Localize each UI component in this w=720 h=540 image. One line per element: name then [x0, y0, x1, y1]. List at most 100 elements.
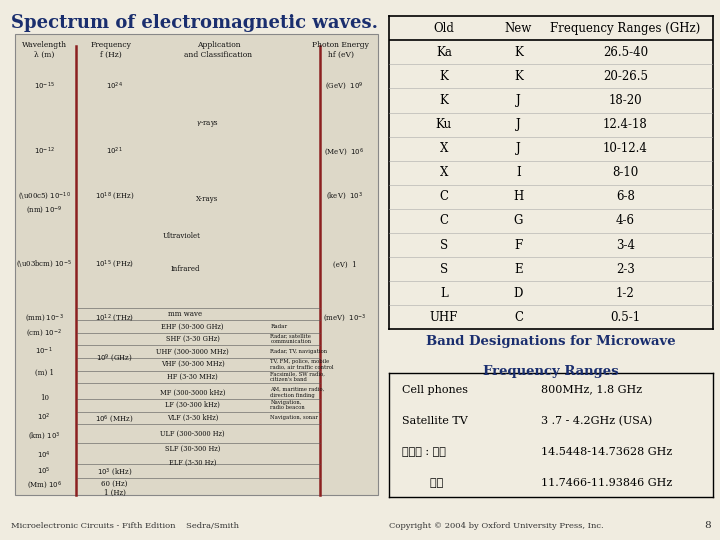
Text: New: New [505, 22, 532, 35]
Text: L: L [440, 287, 448, 300]
Text: TV, FM, police, mobile
radio, air traffic control: TV, FM, police, mobile radio, air traffi… [271, 359, 334, 369]
Text: VLF (3-30 kHz): VLF (3-30 kHz) [167, 414, 218, 422]
Text: Satellite TV: Satellite TV [402, 416, 467, 426]
Text: J: J [516, 94, 521, 107]
Text: Frequency
f (Hz): Frequency f (Hz) [91, 42, 131, 59]
Text: mm wave: mm wave [168, 310, 202, 318]
Text: 1-2: 1-2 [616, 287, 635, 300]
Text: AM, maritime radio,
direction finding: AM, maritime radio, direction finding [271, 387, 325, 398]
Text: $10^{18}$ (EHz): $10^{18}$ (EHz) [95, 191, 135, 202]
Text: Microelectronic Circuits - Fifth Edition    Sedra/Smith: Microelectronic Circuits - Fifth Edition… [11, 522, 239, 530]
Text: $10^5$: $10^5$ [37, 465, 51, 477]
Text: 10-12.4: 10-12.4 [603, 142, 648, 155]
Text: 800MHz, 1.8 GHz: 800MHz, 1.8 GHz [541, 384, 642, 395]
Text: S: S [440, 262, 448, 275]
Text: C: C [439, 214, 449, 227]
Text: 3 .7 - 4.2GHz (USA): 3 .7 - 4.2GHz (USA) [541, 416, 652, 426]
Text: ELF (3-30 Hz): ELF (3-30 Hz) [168, 459, 216, 467]
Text: Photon Energy
hf (eV): Photon Energy hf (eV) [312, 42, 369, 59]
Text: (Mm) $10^6$: (Mm) $10^6$ [27, 480, 62, 491]
Text: Frequency Ranges: Frequency Ranges [483, 364, 618, 377]
Text: Ku: Ku [436, 118, 452, 131]
Text: UHF (300-3000 MHz): UHF (300-3000 MHz) [156, 348, 229, 355]
Text: (keV)  $10^3$: (keV) $10^3$ [326, 191, 363, 202]
Text: MF (300-3000 kHz): MF (300-3000 kHz) [160, 388, 225, 396]
Text: ULF (300-3000 Hz): ULF (300-3000 Hz) [160, 430, 225, 438]
Text: Band Designations for Microwave: Band Designations for Microwave [426, 335, 675, 348]
Text: (\u03bcm) $10^{-5}$: (\u03bcm) $10^{-5}$ [16, 259, 72, 271]
Text: $10^4$: $10^4$ [37, 449, 51, 461]
Text: S: S [440, 239, 448, 252]
Text: Facsimile, SW radio,
citizen's band: Facsimile, SW radio, citizen's band [271, 372, 325, 382]
Text: 4-6: 4-6 [616, 214, 635, 227]
Text: (cm) $10^{-2}$: (cm) $10^{-2}$ [26, 327, 62, 339]
Text: 8-10: 8-10 [612, 166, 639, 179]
Text: 10: 10 [40, 395, 49, 402]
Text: C: C [439, 191, 449, 204]
Text: Ka: Ka [436, 46, 452, 59]
Text: X: X [440, 166, 448, 179]
Text: 2-3: 2-3 [616, 262, 635, 275]
Text: Radar, satellite
communication: Radar, satellite communication [271, 333, 312, 344]
Text: X: X [440, 142, 448, 155]
Text: (\u00c5) $10^{-10}$: (\u00c5) $10^{-10}$ [18, 191, 71, 202]
Text: J: J [516, 118, 521, 131]
Text: 26.5-40: 26.5-40 [603, 46, 648, 59]
Text: Old: Old [433, 22, 454, 35]
Text: K: K [439, 70, 449, 83]
Text: 1 (Hz): 1 (Hz) [104, 489, 125, 496]
Text: Cell phones: Cell phones [402, 384, 468, 395]
Text: K: K [439, 94, 449, 107]
Text: $10^3$ (kHz): $10^3$ (kHz) [97, 467, 132, 478]
Text: I: I [516, 166, 521, 179]
Text: SHF (3-30 GHz): SHF (3-30 GHz) [166, 335, 220, 343]
Text: (nm) $10^{-9}$: (nm) $10^{-9}$ [26, 205, 63, 217]
Text: D: D [513, 287, 523, 300]
Text: (mm) $10^{-3}$: (mm) $10^{-3}$ [24, 313, 63, 325]
Text: $10^{21}$: $10^{21}$ [107, 146, 123, 158]
Text: Wavelength
λ (m): Wavelength λ (m) [22, 42, 67, 59]
Text: E: E [514, 262, 523, 275]
Text: Ultraviolet: Ultraviolet [163, 232, 200, 240]
Text: K: K [514, 46, 523, 59]
Text: H: H [513, 191, 523, 204]
Text: (GeV)  $10^9$: (GeV) $10^9$ [325, 80, 364, 92]
Text: J: J [516, 142, 521, 155]
Text: $10^9$ (GHz): $10^9$ (GHz) [96, 353, 133, 364]
Text: SLF (30-300 Hz): SLF (30-300 Hz) [165, 445, 220, 453]
Text: F: F [514, 239, 523, 252]
Text: EHF (30-300 GHz): EHF (30-300 GHz) [161, 322, 224, 330]
Text: LF (30-300 kHz): LF (30-300 kHz) [165, 401, 220, 409]
Text: Navigation, sonar: Navigation, sonar [271, 415, 318, 420]
Text: 18-20: 18-20 [608, 94, 642, 107]
Text: $10^6$ (MHz): $10^6$ (MHz) [96, 414, 134, 426]
Text: VHF (30-300 MHz): VHF (30-300 MHz) [161, 360, 225, 368]
Text: (meV)  $10^{-3}$: (meV) $10^{-3}$ [323, 313, 366, 325]
Text: 20-26.5: 20-26.5 [603, 70, 648, 83]
Text: X-rays: X-rays [196, 195, 218, 203]
Text: Spectrum of electromagnetic waves.: Spectrum of electromagnetic waves. [11, 14, 378, 31]
Text: UHF: UHF [430, 311, 458, 324]
Text: Frequency Ranges (GHz): Frequency Ranges (GHz) [550, 22, 701, 35]
Text: 60 (Hz): 60 (Hz) [102, 480, 128, 488]
Text: Application
and Classification: Application and Classification [184, 42, 253, 59]
Text: K: K [514, 70, 523, 83]
Text: C: C [514, 311, 523, 324]
Text: $\gamma$-rays: $\gamma$-rays [196, 119, 219, 129]
Text: $10^{-15}$: $10^{-15}$ [34, 80, 55, 92]
Text: $10^{24}$: $10^{24}$ [106, 80, 123, 92]
Text: $10^2$: $10^2$ [37, 411, 51, 423]
Text: (MeV)  $10^6$: (MeV) $10^6$ [325, 146, 364, 158]
Text: 8: 8 [705, 521, 711, 530]
Text: Navigation,
radio beacon: Navigation, radio beacon [271, 400, 305, 410]
Text: 0.5-1: 0.5-1 [611, 311, 640, 324]
Text: (m) 1: (m) 1 [35, 369, 54, 377]
Text: 하향: 하향 [402, 478, 443, 488]
Text: $10^{-12}$: $10^{-12}$ [34, 146, 55, 158]
Text: Radar: Radar [271, 324, 287, 329]
Text: Copyright © 2004 by Oxford University Press, Inc.: Copyright © 2004 by Oxford University Pr… [389, 522, 603, 530]
Text: 14.5448-14.73628 GHz: 14.5448-14.73628 GHz [541, 447, 672, 457]
Text: 3-4: 3-4 [616, 239, 635, 252]
Text: 무궁화 : 상향: 무궁화 : 상향 [402, 447, 446, 457]
Text: HF (3-30 MHz): HF (3-30 MHz) [167, 373, 218, 381]
